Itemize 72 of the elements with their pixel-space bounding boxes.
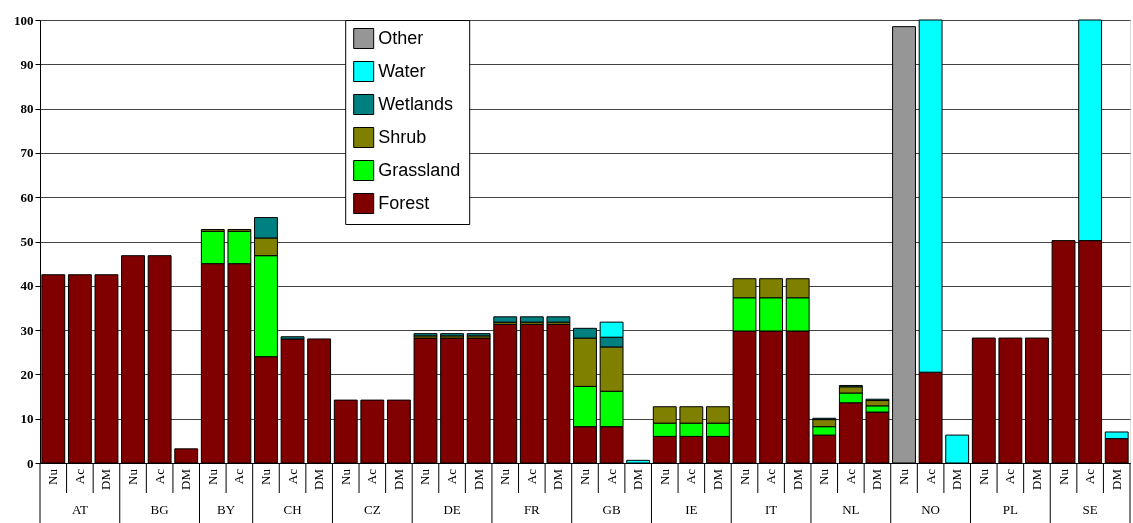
x-tick-label: Ac [842,468,858,485]
x-tick-label: DM [390,468,406,490]
x-tick-label: DM [550,468,566,490]
x-tick-label: DM [178,468,194,490]
x-tick-label: Nu [337,468,353,485]
y-tick-label: 70 [20,145,34,161]
text: GB [602,502,621,517]
x-tick-label: Ac [683,468,699,485]
text: NO [921,502,940,517]
x-tick-label: Nu [417,468,433,485]
legend-label: Grassland [378,159,461,180]
x-tick-label: Nu [656,468,672,485]
y-tick-label: 20 [20,366,34,382]
y-tick-label: 0 [27,455,34,471]
legend-label: Other [378,27,424,48]
text: SE [1082,502,1098,517]
x-tick-label: DM [1028,468,1044,490]
x-tick-label: Nu [125,468,141,485]
text: IT [764,502,778,517]
text: NL [842,502,860,517]
x-tick-label: Nu [257,468,273,485]
text: DE [443,502,461,517]
x-tick-label: Nu [816,468,832,485]
text: IE [685,502,698,517]
y-tick-label: 40 [20,278,34,294]
x-tick-label: Ac [364,468,380,485]
text: CH [283,502,302,517]
legend-label: Water [378,60,426,81]
x-tick-label: Nu [896,468,912,485]
x-tick-label: Ac [1002,468,1018,485]
x-tick-label: Ac [1082,468,1098,485]
text: BY [217,502,236,517]
text: BG [150,502,169,517]
x-tick-label: DM [311,468,327,490]
text: AT [71,502,88,517]
y-tick-label: 90 [20,56,34,72]
x-tick-label: DM [630,468,646,490]
x-tick-label: DM [869,468,885,490]
text: PL [1002,502,1019,517]
y-tick-label: 60 [20,189,34,205]
x-tick-label: Nu [45,468,61,485]
x-tick-label: DM [1108,468,1124,490]
x-tick-label: Ac [151,468,167,485]
text: CZ [364,502,381,517]
x-tick-label: Ac [603,468,619,485]
x-tick-label: Ac [284,468,300,485]
x-tick-label: DM [709,468,725,490]
x-tick-label: Ac [523,468,539,485]
x-tick-label: Ac [763,468,779,485]
x-tick-label: Nu [577,468,592,485]
x-tick-label: Ac [71,468,87,485]
legend-label: Shrub [378,126,427,147]
x-tick-label: DM [789,468,805,490]
x-tick-label: Ac [444,468,460,485]
legend-label: Wetlands [378,93,453,114]
legend-label: Forest [378,192,430,213]
y-tick-label: 100 [14,12,34,28]
x-tick-label: DM [470,468,486,490]
x-tick-label: Nu [204,468,220,485]
x-tick-label: DM [98,468,114,490]
y-tick-label: 10 [20,411,34,427]
x-tick-label: Ac [231,468,247,485]
x-tick-label: Nu [975,468,991,485]
x-tick-label: Nu [497,468,513,485]
y-tick-label: 80 [20,101,34,117]
x-tick-label: DM [949,468,965,490]
y-tick-label: 50 [20,234,34,249]
x-tick-label: Nu [736,468,752,485]
y-tick-label: 30 [20,322,34,338]
text: FR [523,502,541,517]
x-tick-label: Nu [1055,468,1071,485]
x-tick-label: Ac [922,468,938,485]
